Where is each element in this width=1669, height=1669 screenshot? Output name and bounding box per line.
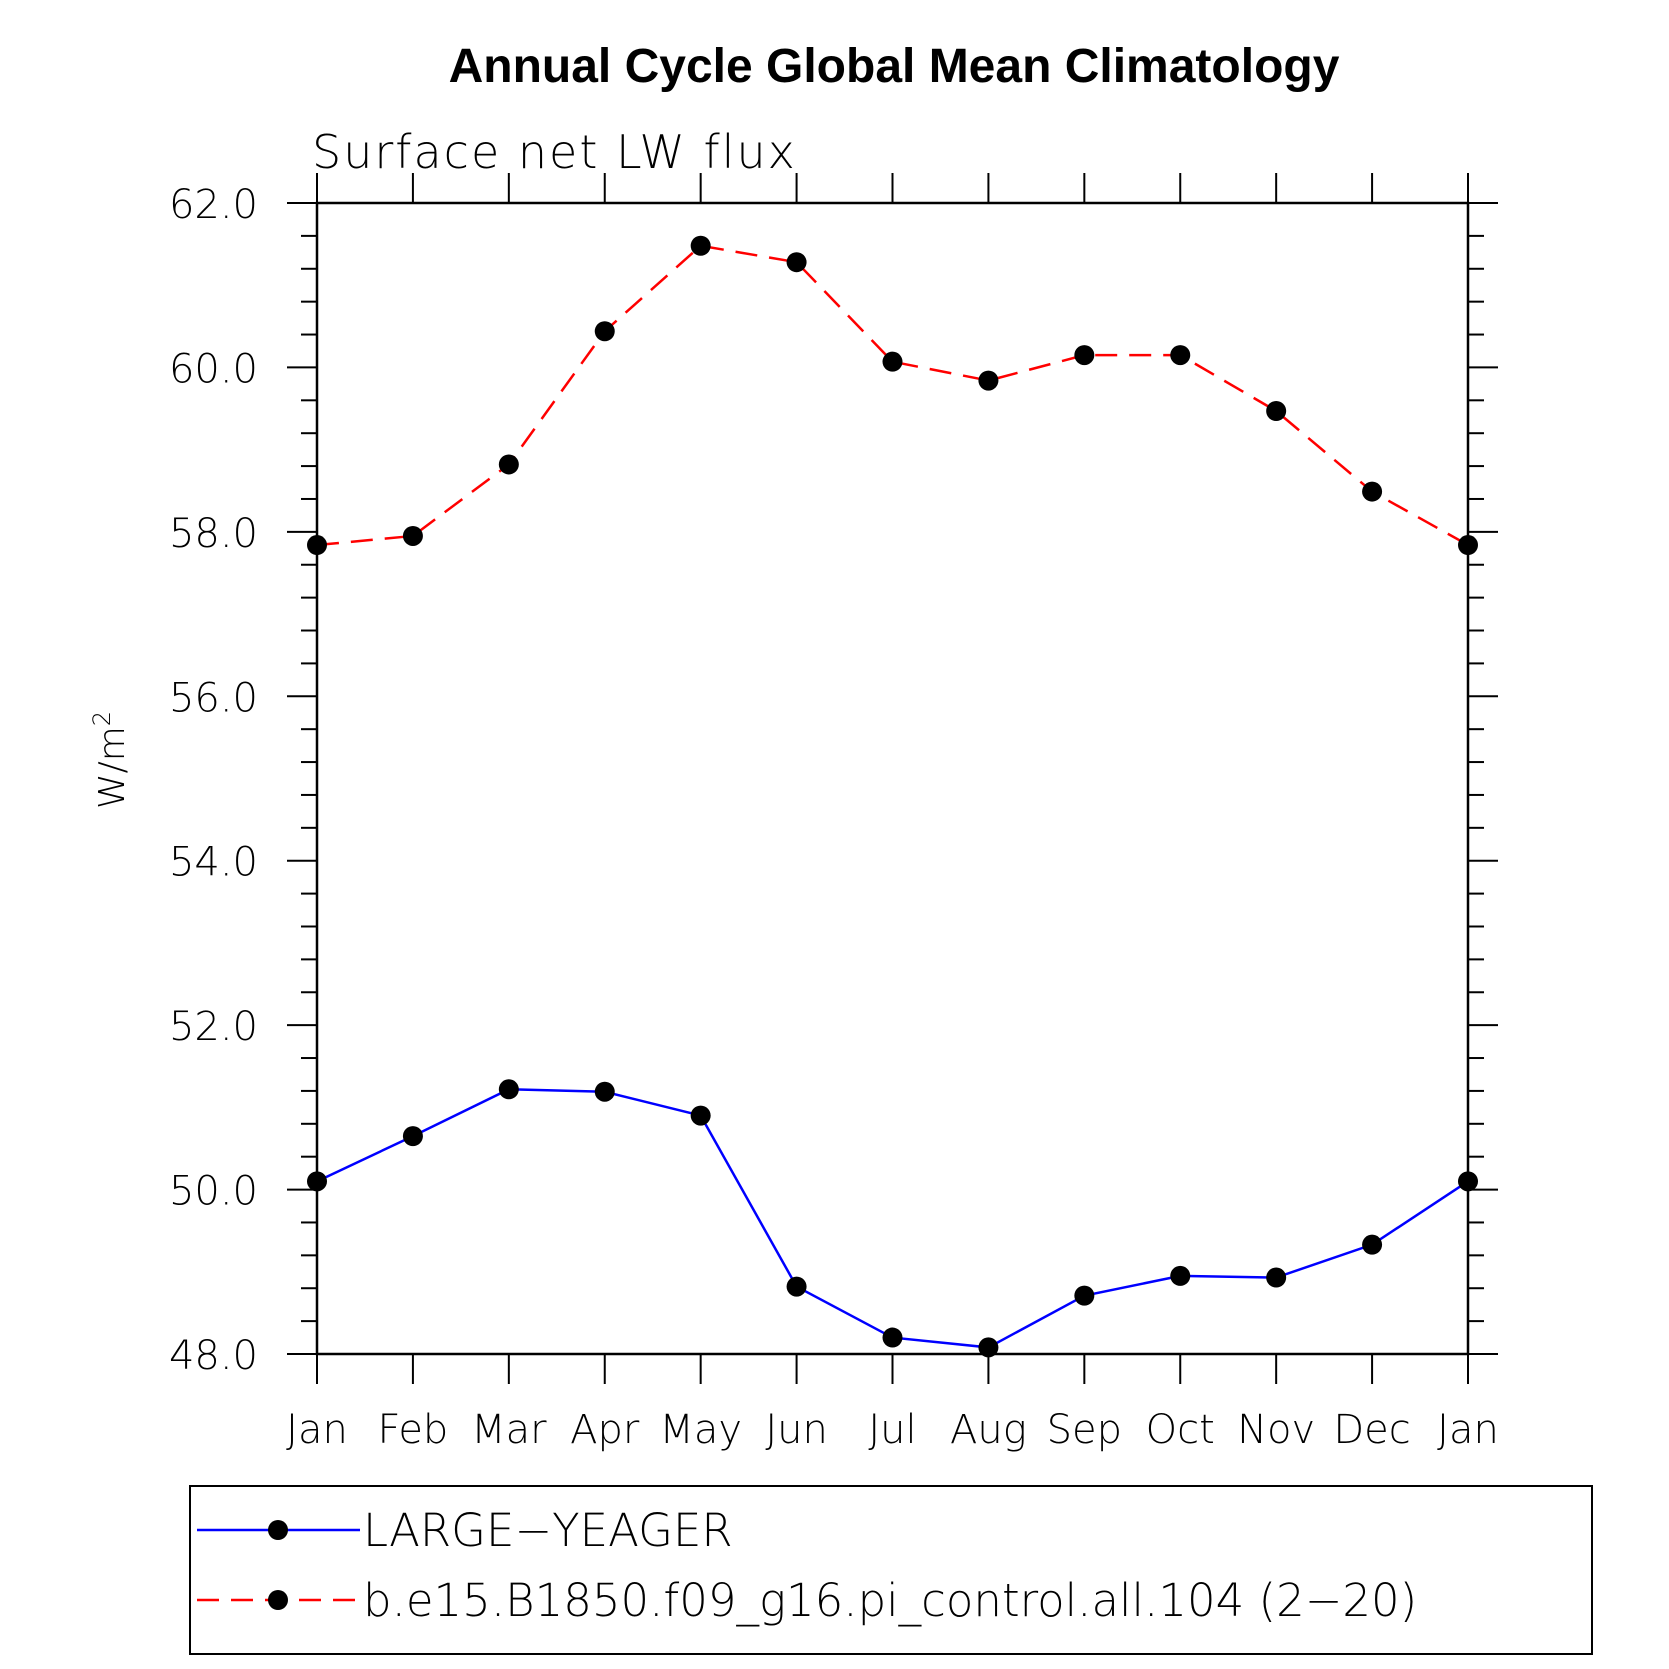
- axes: 48.0 50.0 52.0 54.0 56.0 58.0 60.0 62.0 Jan Feb Ma…: [169, 173, 1499, 1453]
- legend-swatch-marker: [268, 1520, 288, 1540]
- series-layer: [307, 235, 1478, 1358]
- data-point: [978, 1337, 999, 1358]
- data-point: [594, 1081, 615, 1102]
- data-point: [498, 1079, 519, 1100]
- data-point: [1074, 345, 1095, 366]
- data-point: [498, 454, 519, 475]
- y-tick-label: 58.0: [169, 511, 258, 557]
- y-tick-label: 48.0: [169, 1333, 258, 1379]
- x-tick-label: Dec: [1333, 1407, 1410, 1453]
- y-tick-label: 50.0: [169, 1169, 258, 1215]
- series-line: [316, 244, 1469, 547]
- data-point: [307, 1171, 327, 1192]
- data-point: [594, 321, 615, 342]
- y-axis-label: W/m2: [88, 711, 133, 809]
- legend-entry-label: LARGE−YEAGER: [363, 1504, 733, 1557]
- data-point: [402, 525, 423, 546]
- x-tick-label: Jun: [765, 1407, 828, 1453]
- data-point: [1170, 1265, 1191, 1286]
- legend-box: [189, 1485, 1593, 1655]
- data-point: [1266, 1267, 1287, 1288]
- x-tick-label: Sep: [1047, 1407, 1122, 1453]
- legend-entry-label: b.e15.B1850.f09_g16.pi_control.all.104 (…: [363, 1574, 1417, 1627]
- data-point: [1458, 1171, 1478, 1192]
- data-point: [402, 1126, 423, 1147]
- data-point: [1074, 1285, 1095, 1306]
- data-point: [1362, 481, 1383, 502]
- data-point: [786, 252, 807, 273]
- data-point: [882, 351, 903, 372]
- data-point: [690, 235, 711, 256]
- data-point: [978, 370, 999, 391]
- x-tick-label: Jan: [1437, 1407, 1499, 1453]
- x-tick-label: Oct: [1146, 1407, 1215, 1453]
- data-point: [307, 535, 327, 556]
- series-2: [307, 235, 1478, 556]
- x-tick-label: May: [659, 1407, 742, 1453]
- x-tick-label: Apr: [570, 1407, 640, 1453]
- chart-subtitle: Surface net LW flux: [312, 125, 797, 179]
- x-tick-label: Nov: [1237, 1407, 1315, 1453]
- y-axis-label-superscript: 2: [88, 711, 116, 726]
- x-tick-label: Jul: [868, 1407, 916, 1453]
- y-tick-label: 56.0: [169, 675, 258, 721]
- data-point: [1170, 345, 1191, 366]
- x-tick-label: Jan: [286, 1407, 348, 1453]
- y-tick-label: 62.0: [169, 182, 258, 228]
- y-tick-label: 60.0: [169, 346, 258, 392]
- x-tick-label: Feb: [378, 1407, 449, 1453]
- series-1: [307, 1079, 1478, 1358]
- legend: LARGE−YEAGER b.e15.B1850.f09_g16.pi_contr…: [189, 1485, 1593, 1655]
- data-point: [1458, 535, 1478, 556]
- y-tick-label: 52.0: [169, 1004, 258, 1050]
- series-line: [316, 1088, 1469, 1349]
- chart-title: Annual Cycle Global Mean Climatology: [449, 40, 1340, 93]
- legend-swatch-marker: [268, 1590, 288, 1610]
- data-point: [1266, 401, 1287, 422]
- data-point: [690, 1105, 711, 1126]
- y-axis-label-main: W/m: [92, 726, 133, 809]
- y-tick-label: 54.0: [169, 840, 258, 886]
- data-point: [1362, 1234, 1383, 1255]
- x-tick-label: Mar: [471, 1407, 547, 1453]
- data-point: [882, 1327, 903, 1348]
- data-point: [786, 1276, 807, 1297]
- x-tick-label: Aug: [950, 1407, 1027, 1453]
- plot-frame: [315, 201, 1470, 1356]
